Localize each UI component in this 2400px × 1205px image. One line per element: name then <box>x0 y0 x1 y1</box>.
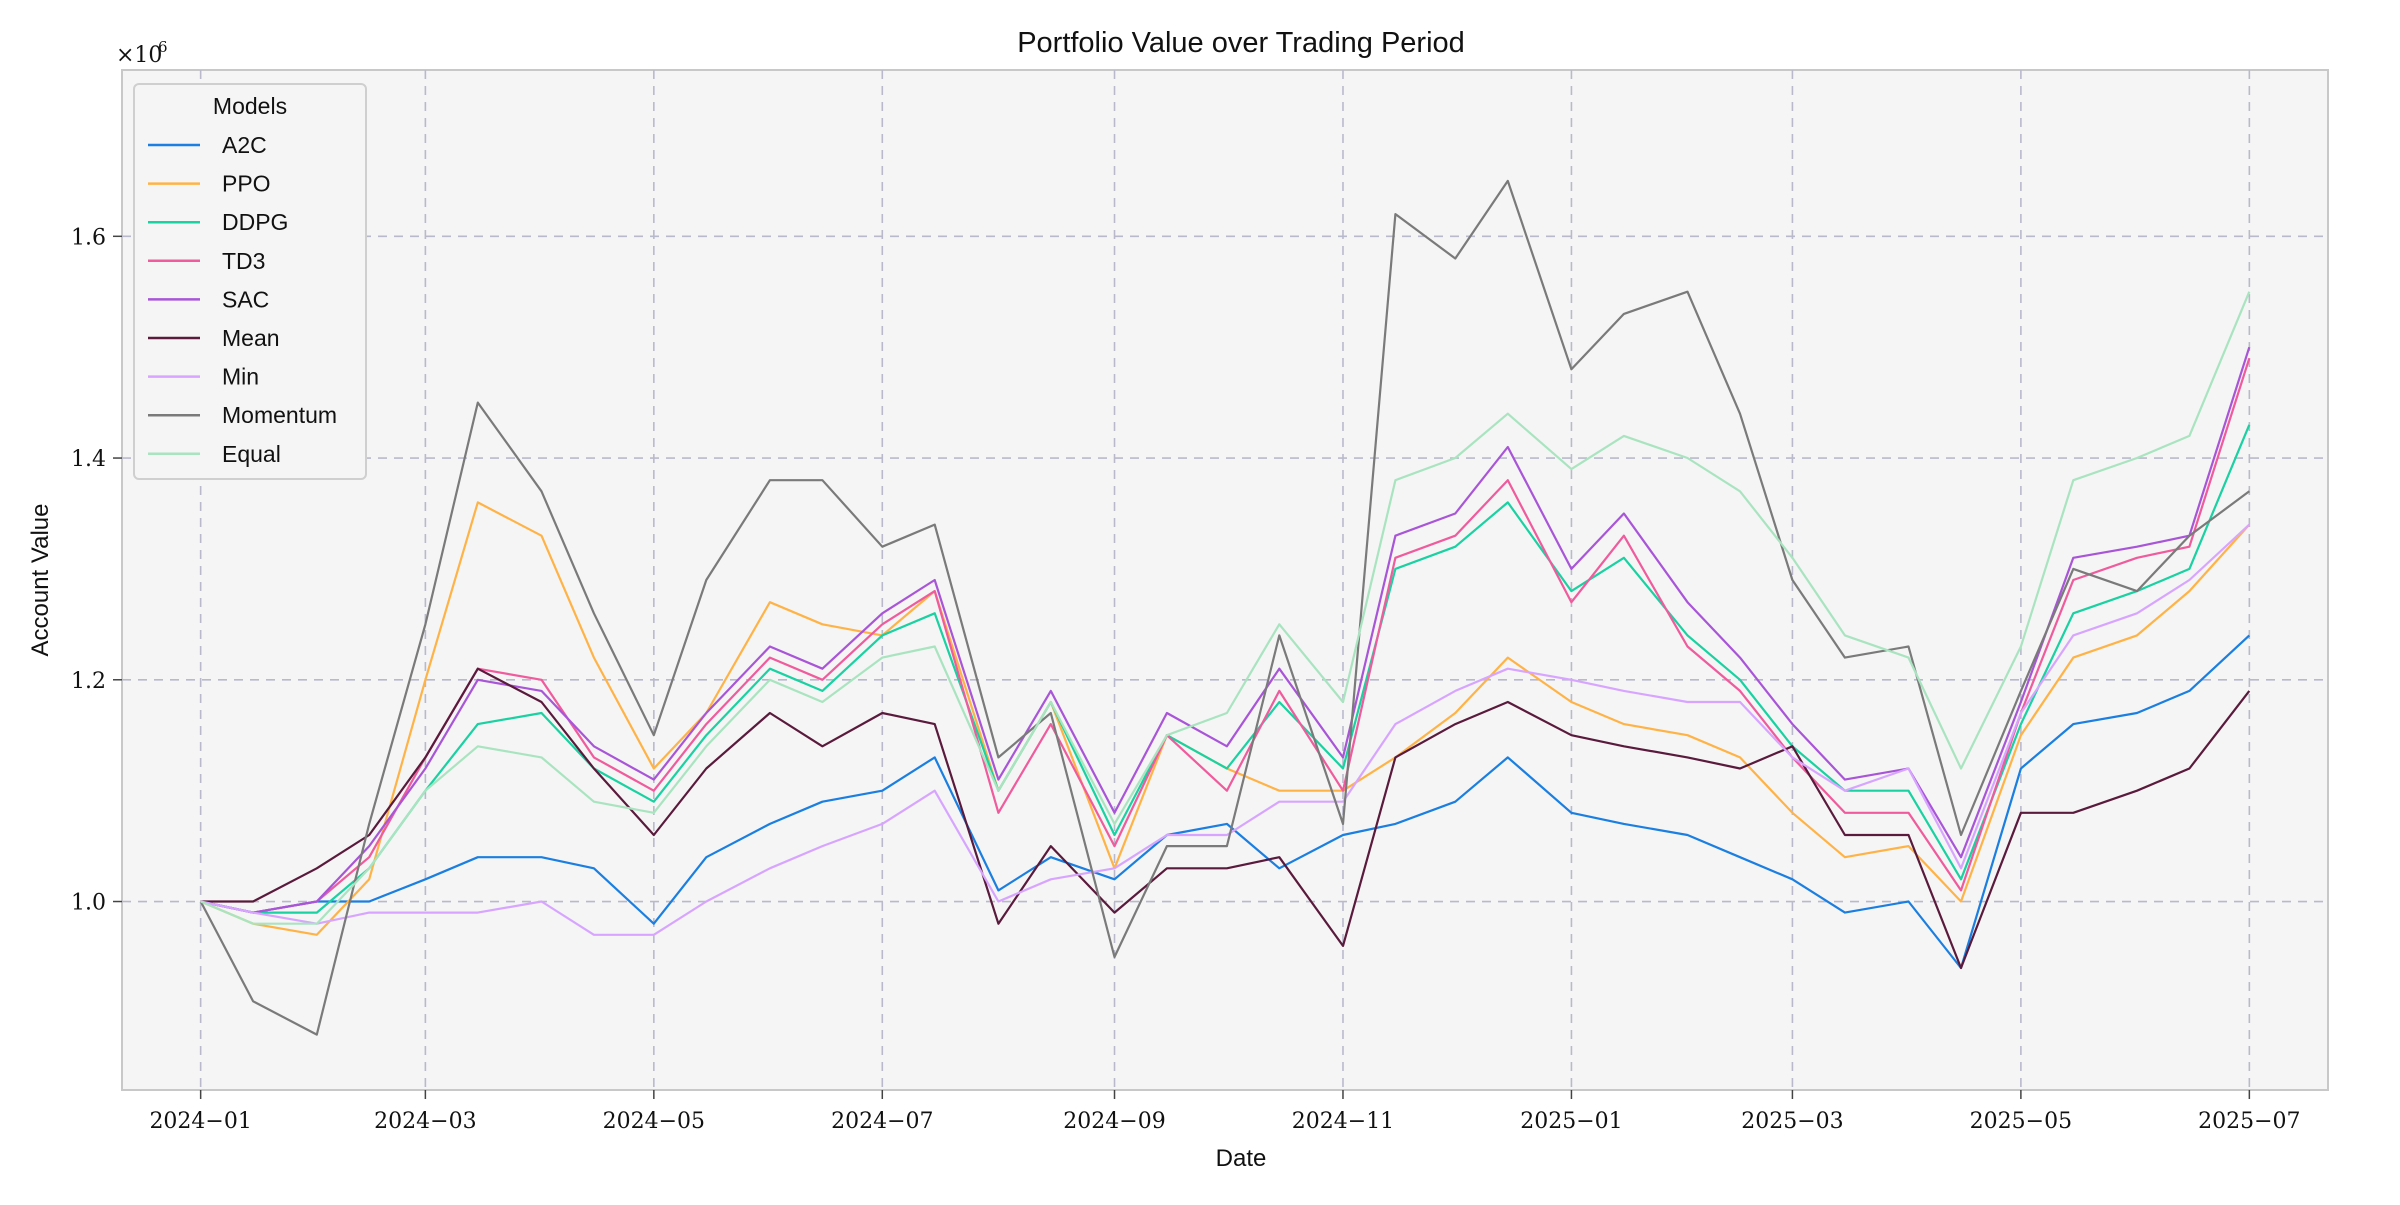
axes: 2024−01 2024−03 2024−05 2024−07 2024−09 2024−… <box>71 225 2301 1134</box>
legend-label-ddpg: DDPG <box>222 209 288 235</box>
legend-label-a2c: A2C <box>222 132 267 158</box>
legend-label-momentum: Momentum <box>222 402 337 428</box>
y-axis-label: Account Value <box>27 504 54 657</box>
legend-label-ppo: PPO <box>222 171 271 197</box>
series-line-a2c <box>200 634 2251 970</box>
x-tick-label: 2024−03 <box>374 1109 476 1134</box>
series-line-td3 <box>200 357 2251 914</box>
legend: Models A2C PPO DDPG TD3 SAC Mean Min Momentum Eq… <box>133 83 367 480</box>
series-line-mean <box>200 667 2251 970</box>
x-tick-label: 2025−03 <box>1741 1109 1843 1134</box>
plot-area <box>121 69 2329 1091</box>
series-lines <box>199 179 2251 1036</box>
x-tick-label: 2024−11 <box>1292 1109 1394 1134</box>
series-line-ddpg <box>200 424 2251 914</box>
x-axis-label: Date <box>1216 1145 1267 1172</box>
series-line-equal <box>200 291 2251 925</box>
legend-label-td3: TD3 <box>222 248 265 274</box>
y-tick-label: 1.6 <box>71 225 106 250</box>
legend-label-equal: Equal <box>222 441 281 467</box>
legend-label-sac: SAC <box>222 286 269 312</box>
legend-title: Models <box>213 93 287 119</box>
x-tick-label: 2024−07 <box>831 1109 933 1134</box>
x-tick-label: 2025−05 <box>1970 1109 2072 1134</box>
x-tick-label: 2024−05 <box>603 1109 705 1134</box>
x-tick-label: 2024−01 <box>149 1109 251 1134</box>
y-multiplier-exponent: 6 <box>158 38 168 56</box>
legend-label-min: Min <box>222 364 259 390</box>
x-tick-label: 2024−09 <box>1063 1109 1165 1134</box>
series-line-momentum <box>199 179 2250 1036</box>
legend-label-mean: Mean <box>222 325 280 351</box>
y-multiplier-base: ×10 <box>116 43 162 68</box>
y-multiplier: ×10 6 <box>116 38 168 68</box>
x-tick-label: 2025−01 <box>1520 1109 1622 1134</box>
grid-lines <box>122 70 2328 1090</box>
y-tick-label: 1.2 <box>71 669 106 694</box>
y-tick-label: 1.4 <box>71 447 106 472</box>
y-tick-label: 1.0 <box>71 891 106 916</box>
x-tick-label: 2025−07 <box>2198 1109 2300 1134</box>
series-line-min <box>200 523 2251 936</box>
chart-title: Portfolio Value over Trading Period <box>1017 27 1465 59</box>
